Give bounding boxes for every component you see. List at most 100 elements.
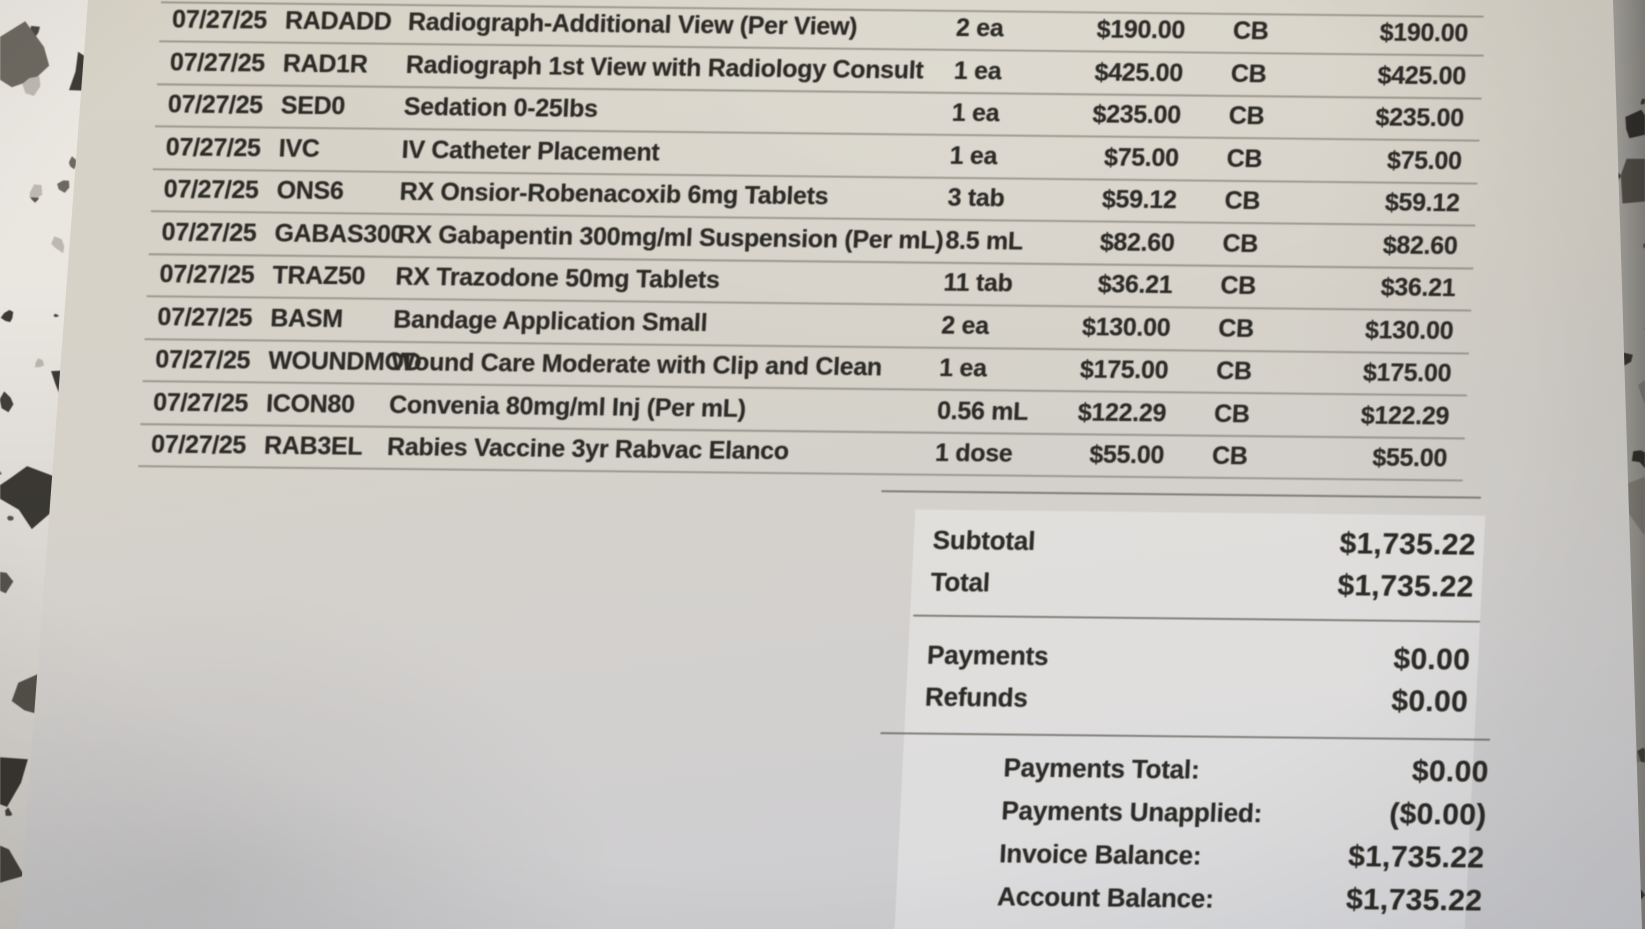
line-item-qty: 2 ea xyxy=(955,13,1005,43)
line-item-price: $130.00 xyxy=(1081,312,1172,342)
summary-total-value: $1,735.22 xyxy=(1336,569,1475,604)
line-item-date: 07/27/25 xyxy=(165,132,262,162)
summary-total-label: Subtotal xyxy=(932,524,1036,556)
line-item-price: $36.21 xyxy=(1097,270,1174,300)
terrazzo-chip xyxy=(29,184,43,198)
line-item-description: IV Catheter Placement xyxy=(401,135,661,167)
line-item-total: $130.00 xyxy=(1364,315,1455,345)
line-item-description: Wound Care Moderate with Clip and Clean xyxy=(390,347,883,382)
line-item-qty: 3 tab xyxy=(946,183,1006,213)
terrazzo-chip xyxy=(35,358,45,368)
invoice-content: 07/27/25 RADADD Radiograph-Additional View… xyxy=(82,0,1491,929)
line-item-qty: 1 ea xyxy=(951,98,1000,128)
terrazzo-chip xyxy=(0,391,14,413)
line-item-description: Convenia 80mg/ml Inj (Per mL) xyxy=(388,390,747,423)
line-item-staff: CB xyxy=(1226,144,1263,173)
line-item-staff: CB xyxy=(1223,186,1261,216)
line-item-total: $190.00 xyxy=(1379,18,1469,48)
line-item-description: RX Trazodone 50mg Tablets xyxy=(394,262,721,295)
line-item-staff: CB xyxy=(1215,356,1253,386)
summary-total-value: $0.00 xyxy=(1390,684,1469,719)
line-item-price: $75.00 xyxy=(1103,143,1180,172)
summary-total-value: $1,735.22 xyxy=(1338,527,1477,562)
line-item-qty: 0.56 mL xyxy=(936,396,1029,426)
line-item-date: 07/27/25 xyxy=(171,5,268,35)
line-item-description: RX Onsior-Robenacoxib 6mg Tablets xyxy=(398,177,829,211)
line-item-code: SED0 xyxy=(280,91,346,121)
line-item-date: 07/27/25 xyxy=(163,175,260,205)
line-item-total: $425.00 xyxy=(1376,61,1467,90)
line-item-total: $175.00 xyxy=(1362,358,1452,388)
summary-total-label: Refunds xyxy=(924,681,1029,713)
terrazzo-chip xyxy=(0,757,28,807)
line-item-code: RAB3EL xyxy=(263,431,364,461)
line-item-qty: 2 ea xyxy=(940,311,990,340)
rule-line xyxy=(881,490,1482,499)
line-item-price: $235.00 xyxy=(1091,100,1182,130)
terrazzo-chip xyxy=(0,571,14,594)
line-item-description: Radiograph-Additional View (Per View) xyxy=(407,8,858,41)
line-item-qty: 11 tab xyxy=(942,268,1014,298)
line-item-staff: CB xyxy=(1213,399,1251,428)
terrazzo-chip xyxy=(0,466,57,530)
terrazzo-chip xyxy=(7,515,14,521)
line-item-code: RADADD xyxy=(284,6,393,36)
line-item-code: GABAS300 xyxy=(273,219,405,249)
line-item-price: $190.00 xyxy=(1096,15,1186,45)
line-item-staff: CB xyxy=(1230,59,1268,88)
line-item-price: $59.12 xyxy=(1101,185,1178,215)
line-item-description: Bandage Application Small xyxy=(392,305,708,337)
line-item-description: Radiograph 1st View with Radiology Consu… xyxy=(405,50,925,85)
line-item-total: $75.00 xyxy=(1386,146,1463,175)
terrazzo-chip xyxy=(51,236,65,254)
line-item-price: $122.29 xyxy=(1077,397,1167,427)
line-item-qty: 8.5 mL xyxy=(944,226,1024,256)
summary-balance-value: $1,735.22 xyxy=(1347,840,1486,875)
summary-balance-value: $1,735.22 xyxy=(1345,883,1484,918)
terrazzo-chip xyxy=(57,180,70,193)
terrazzo-chip xyxy=(0,21,50,88)
line-item-total: $122.29 xyxy=(1360,400,1450,430)
line-item-price: $175.00 xyxy=(1079,355,1169,385)
line-item-code: TRAZ50 xyxy=(271,261,366,291)
line-item-description: Rabies Vaccine 3yr Rabvac Elanco xyxy=(386,432,790,466)
summary-total-label: Total xyxy=(930,566,991,598)
line-item-date: 07/27/25 xyxy=(156,302,254,332)
line-item-staff: CB xyxy=(1232,16,1270,46)
line-item-code: ONS6 xyxy=(275,176,345,206)
line-item-qty: 1 dose xyxy=(934,438,1014,468)
line-item-staff: CB xyxy=(1217,314,1255,343)
line-item-date: 07/27/25 xyxy=(154,345,251,375)
line-item-date: 07/27/25 xyxy=(167,90,264,120)
line-item-staff: CB xyxy=(1221,229,1259,258)
line-item-staff: CB xyxy=(1228,101,1266,131)
line-item-code: ICON80 xyxy=(265,389,356,418)
terrazzo-chip xyxy=(0,310,14,323)
line-item-price: $82.60 xyxy=(1099,228,1176,257)
summary-total-label: Payments xyxy=(926,639,1050,671)
line-item-date: 07/27/25 xyxy=(150,430,247,460)
line-item-total: $59.12 xyxy=(1384,188,1461,218)
line-item-qty: 1 ea xyxy=(949,141,998,170)
terrazzo-chip xyxy=(0,845,25,883)
summary-total-value: $0.00 xyxy=(1392,642,1471,677)
line-item-code: BASM xyxy=(269,304,344,333)
line-item-total: $82.60 xyxy=(1382,231,1459,260)
line-item-date: 07/27/25 xyxy=(160,217,258,247)
line-item-description: RX Gabapentin 300mg/ml Suspension (Per m… xyxy=(396,220,945,255)
terrazzo-chip xyxy=(5,807,13,816)
line-item-staff: CB xyxy=(1219,271,1257,301)
summary-balance-value: $0.00 xyxy=(1411,754,1490,789)
line-item-date: 07/27/25 xyxy=(152,387,249,417)
line-item-date: 07/27/25 xyxy=(169,47,266,77)
terrazzo-chip xyxy=(0,470,2,475)
summary-balance-value: ($0.00) xyxy=(1388,797,1488,832)
line-item-price: $425.00 xyxy=(1093,57,1184,87)
line-item-total: $36.21 xyxy=(1380,273,1457,303)
line-item-price: $55.00 xyxy=(1088,440,1165,470)
line-item-qty: 1 ea xyxy=(953,56,1003,85)
line-item-code: RAD1R xyxy=(282,49,369,79)
terrazzo-chip xyxy=(53,313,60,318)
line-item-total: $235.00 xyxy=(1374,103,1465,133)
